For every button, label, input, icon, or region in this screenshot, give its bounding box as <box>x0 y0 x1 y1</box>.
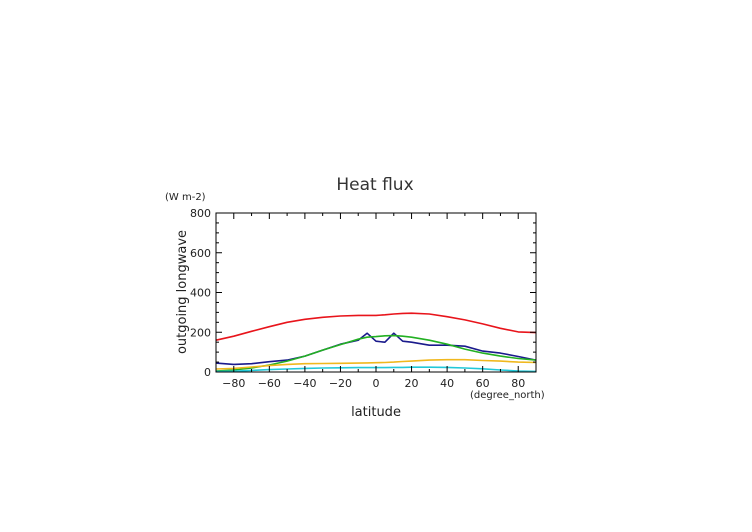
x-tick-label: 60 <box>476 377 490 390</box>
plot-frame <box>215 212 537 373</box>
x-tick-label: −80 <box>222 377 245 390</box>
x-tick-label: 0 <box>373 377 380 390</box>
series-layer <box>215 312 537 373</box>
series-line-3 <box>215 334 537 372</box>
y-tick-label: 800 <box>190 207 211 220</box>
x-tick-label: −20 <box>329 377 352 390</box>
series-line-2 <box>215 332 537 366</box>
x-tick-label: 20 <box>405 377 419 390</box>
x-tick-label: 80 <box>511 377 525 390</box>
y-tick-label: 0 <box>204 366 211 379</box>
x-units-label: (degree_north) <box>470 390 545 401</box>
series-line-1 <box>215 312 537 341</box>
series-line-4 <box>215 358 537 370</box>
y-tick-label: 200 <box>190 326 211 339</box>
chart-title: Heat flux <box>336 175 413 195</box>
x-tick-label: 40 <box>440 377 454 390</box>
x-tick-label: −60 <box>258 377 281 390</box>
x-tick-label: −40 <box>293 377 316 390</box>
y-tick-label: 400 <box>190 287 211 300</box>
y-tick-label: 600 <box>190 247 211 260</box>
y-axis-label: outgoing longwave <box>175 230 190 354</box>
series-line-5 <box>215 366 537 373</box>
y-units-label: (W m-2) <box>165 192 206 203</box>
x-axis-label: latitude <box>351 405 401 420</box>
